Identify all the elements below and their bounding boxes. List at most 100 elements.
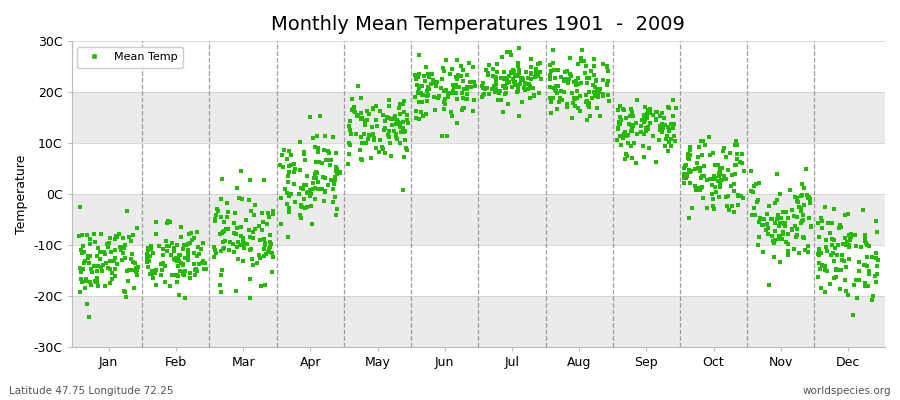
Mean Temp xyxy=(286,161,301,168)
Mean Temp xyxy=(103,235,117,242)
Mean Temp xyxy=(428,80,442,86)
Mean Temp xyxy=(125,251,140,258)
Mean Temp xyxy=(146,250,160,256)
Mean Temp xyxy=(454,72,468,79)
Mean Temp xyxy=(298,157,312,163)
Mean Temp xyxy=(100,240,114,247)
Mean Temp xyxy=(789,214,804,220)
Mean Temp xyxy=(389,134,403,140)
Mean Temp xyxy=(436,106,451,112)
Mean Temp xyxy=(634,123,648,129)
Mean Temp xyxy=(107,236,122,242)
Mean Temp xyxy=(832,267,846,273)
Mean Temp xyxy=(501,79,516,85)
Mean Temp xyxy=(560,68,574,74)
Mean Temp xyxy=(354,116,368,122)
Mean Temp xyxy=(788,194,803,200)
Mean Temp xyxy=(570,95,584,102)
Mean Temp xyxy=(93,248,107,255)
Mean Temp xyxy=(583,113,598,120)
Mean Temp xyxy=(735,151,750,157)
Mean Temp xyxy=(634,129,648,135)
Mean Temp xyxy=(231,239,246,245)
Mean Temp xyxy=(752,180,767,186)
Mean Temp xyxy=(230,244,245,250)
Mean Temp xyxy=(548,86,562,93)
Mean Temp xyxy=(478,86,492,92)
Mean Temp xyxy=(454,63,468,70)
Mean Temp xyxy=(90,268,104,274)
Mean Temp xyxy=(629,120,643,126)
Mean Temp xyxy=(593,113,608,120)
Mean Temp xyxy=(257,246,272,252)
Mean Temp xyxy=(833,222,848,228)
Mean Temp xyxy=(87,231,102,238)
Mean Temp xyxy=(849,277,863,283)
Mean Temp xyxy=(183,240,197,246)
Mean Temp xyxy=(266,211,281,217)
Mean Temp xyxy=(718,194,733,200)
Mean Temp xyxy=(688,166,702,172)
Mean Temp xyxy=(408,94,422,101)
Mean Temp xyxy=(233,242,248,248)
Mean Temp xyxy=(848,232,862,238)
Mean Temp xyxy=(433,85,447,91)
Mean Temp xyxy=(181,252,195,258)
Mean Temp xyxy=(122,267,136,273)
Mean Temp xyxy=(280,156,294,162)
Mean Temp xyxy=(729,151,743,157)
Mean Temp xyxy=(772,223,787,229)
Mean Temp xyxy=(773,220,788,226)
Mean Temp xyxy=(428,106,442,113)
Mean Temp xyxy=(414,90,428,96)
Mean Temp xyxy=(327,181,341,187)
Mean Temp xyxy=(512,113,526,119)
Mean Temp xyxy=(564,90,579,96)
Mean Temp xyxy=(688,182,702,189)
Mean Temp xyxy=(195,240,210,246)
Mean Temp xyxy=(824,252,839,259)
Mean Temp xyxy=(288,166,302,172)
Mean Temp xyxy=(169,258,184,264)
Mean Temp xyxy=(355,110,369,116)
Mean Temp xyxy=(310,144,325,151)
Mean Temp xyxy=(548,83,562,89)
Mean Temp xyxy=(435,76,449,82)
Mean Temp xyxy=(253,255,267,261)
Mean Temp xyxy=(343,127,357,133)
Mean Temp xyxy=(733,159,747,166)
Mean Temp xyxy=(502,72,517,79)
Mean Temp xyxy=(590,86,605,92)
Mean Temp xyxy=(702,152,716,158)
Mean Temp xyxy=(588,84,602,90)
Mean Temp xyxy=(778,239,793,246)
Mean Temp xyxy=(635,143,650,150)
Mean Temp xyxy=(230,256,245,262)
Mean Temp xyxy=(662,104,676,111)
Mean Temp xyxy=(355,134,369,140)
Mean Temp xyxy=(648,109,662,115)
Mean Temp xyxy=(507,76,521,82)
Mean Temp xyxy=(227,230,241,236)
Mean Temp xyxy=(862,242,877,249)
Mean Temp xyxy=(750,199,764,205)
Mean Temp xyxy=(571,75,585,82)
Mean Temp xyxy=(248,212,262,218)
Mean Temp xyxy=(126,259,140,265)
Mean Temp xyxy=(76,266,90,273)
Mean Temp xyxy=(526,92,541,99)
Mean Temp xyxy=(169,272,184,278)
Mean Temp xyxy=(772,236,787,242)
Mean Temp xyxy=(400,117,414,124)
Mean Temp xyxy=(511,83,526,90)
Mean Temp xyxy=(422,74,436,80)
Mean Temp xyxy=(500,49,514,55)
Mean Temp xyxy=(591,92,606,98)
Mean Temp xyxy=(553,95,567,101)
Mean Temp xyxy=(501,100,516,107)
Mean Temp xyxy=(328,212,343,219)
Mean Temp xyxy=(356,140,370,146)
Mean Temp xyxy=(464,84,478,90)
Mean Temp xyxy=(768,220,782,226)
Mean Temp xyxy=(820,268,834,274)
